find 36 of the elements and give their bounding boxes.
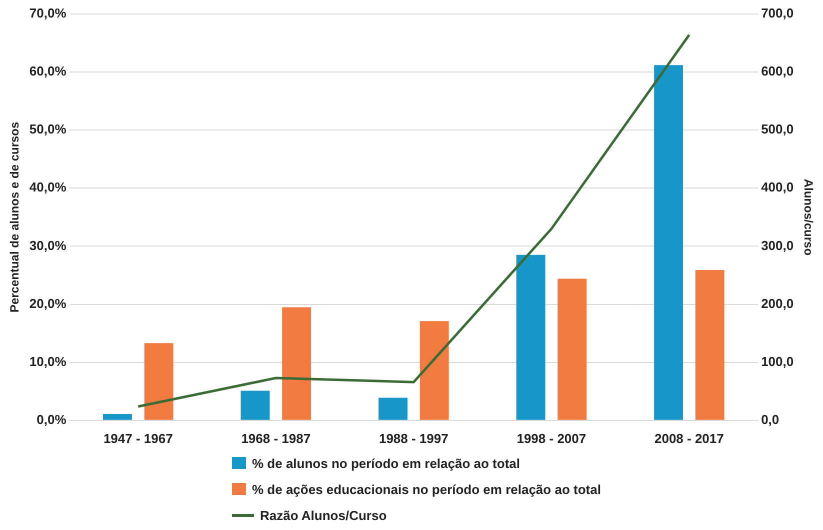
- y-tick-label: 40,0%: [29, 180, 67, 195]
- bar: [282, 307, 312, 420]
- legend-label: Razão Alunos/Curso: [260, 508, 387, 522]
- y2-axis-title: Alunos/curso: [801, 178, 816, 256]
- y-tick-label: 70,0%: [29, 6, 67, 21]
- bar: [240, 390, 270, 420]
- y2-tick-label: 500,0: [761, 122, 794, 137]
- y-tick-label: 30,0%: [29, 238, 67, 253]
- x-tick-label: 1998 - 2007: [516, 430, 586, 446]
- legend-label: % de ações educacionais no período em relação ao total: [252, 482, 601, 496]
- y2-tick-label: 0,0: [761, 412, 780, 427]
- x-tick-label: 1988 - 1997: [378, 430, 448, 446]
- y2-tick-label: 400,0: [761, 180, 794, 195]
- y-tick-label: 0,0%: [36, 412, 67, 427]
- x-tick-label: 2008 - 2017: [654, 430, 724, 446]
- y2-tick-label: 100,0: [761, 354, 794, 369]
- bar: [654, 65, 683, 420]
- bar: [695, 270, 724, 420]
- y2-tick-label: 200,0: [761, 296, 794, 311]
- bar: [378, 398, 408, 420]
- y2-tick-label: 300,0: [761, 238, 794, 253]
- y2-tick-label: 600,0: [761, 64, 794, 79]
- y2-tick-label: 700,0: [761, 6, 794, 21]
- bar: [103, 414, 132, 420]
- bar: [420, 321, 449, 420]
- x-tick-label: 1947 - 1967: [103, 430, 173, 446]
- legend-label: % de alunos no período em relação ao total: [252, 456, 520, 470]
- bar: [558, 278, 587, 420]
- y-tick-label: 60,0%: [29, 64, 67, 79]
- y-tick-label: 50,0%: [29, 122, 67, 137]
- y-tick-label: 10,0%: [29, 354, 67, 369]
- y-axis-title: Percentual de alunos e de cursos: [8, 122, 22, 313]
- x-tick-label: 1968 - 1987: [241, 430, 311, 446]
- bar: [144, 343, 174, 420]
- y-tick-label: 20,0%: [29, 296, 67, 311]
- bar: [516, 254, 546, 420]
